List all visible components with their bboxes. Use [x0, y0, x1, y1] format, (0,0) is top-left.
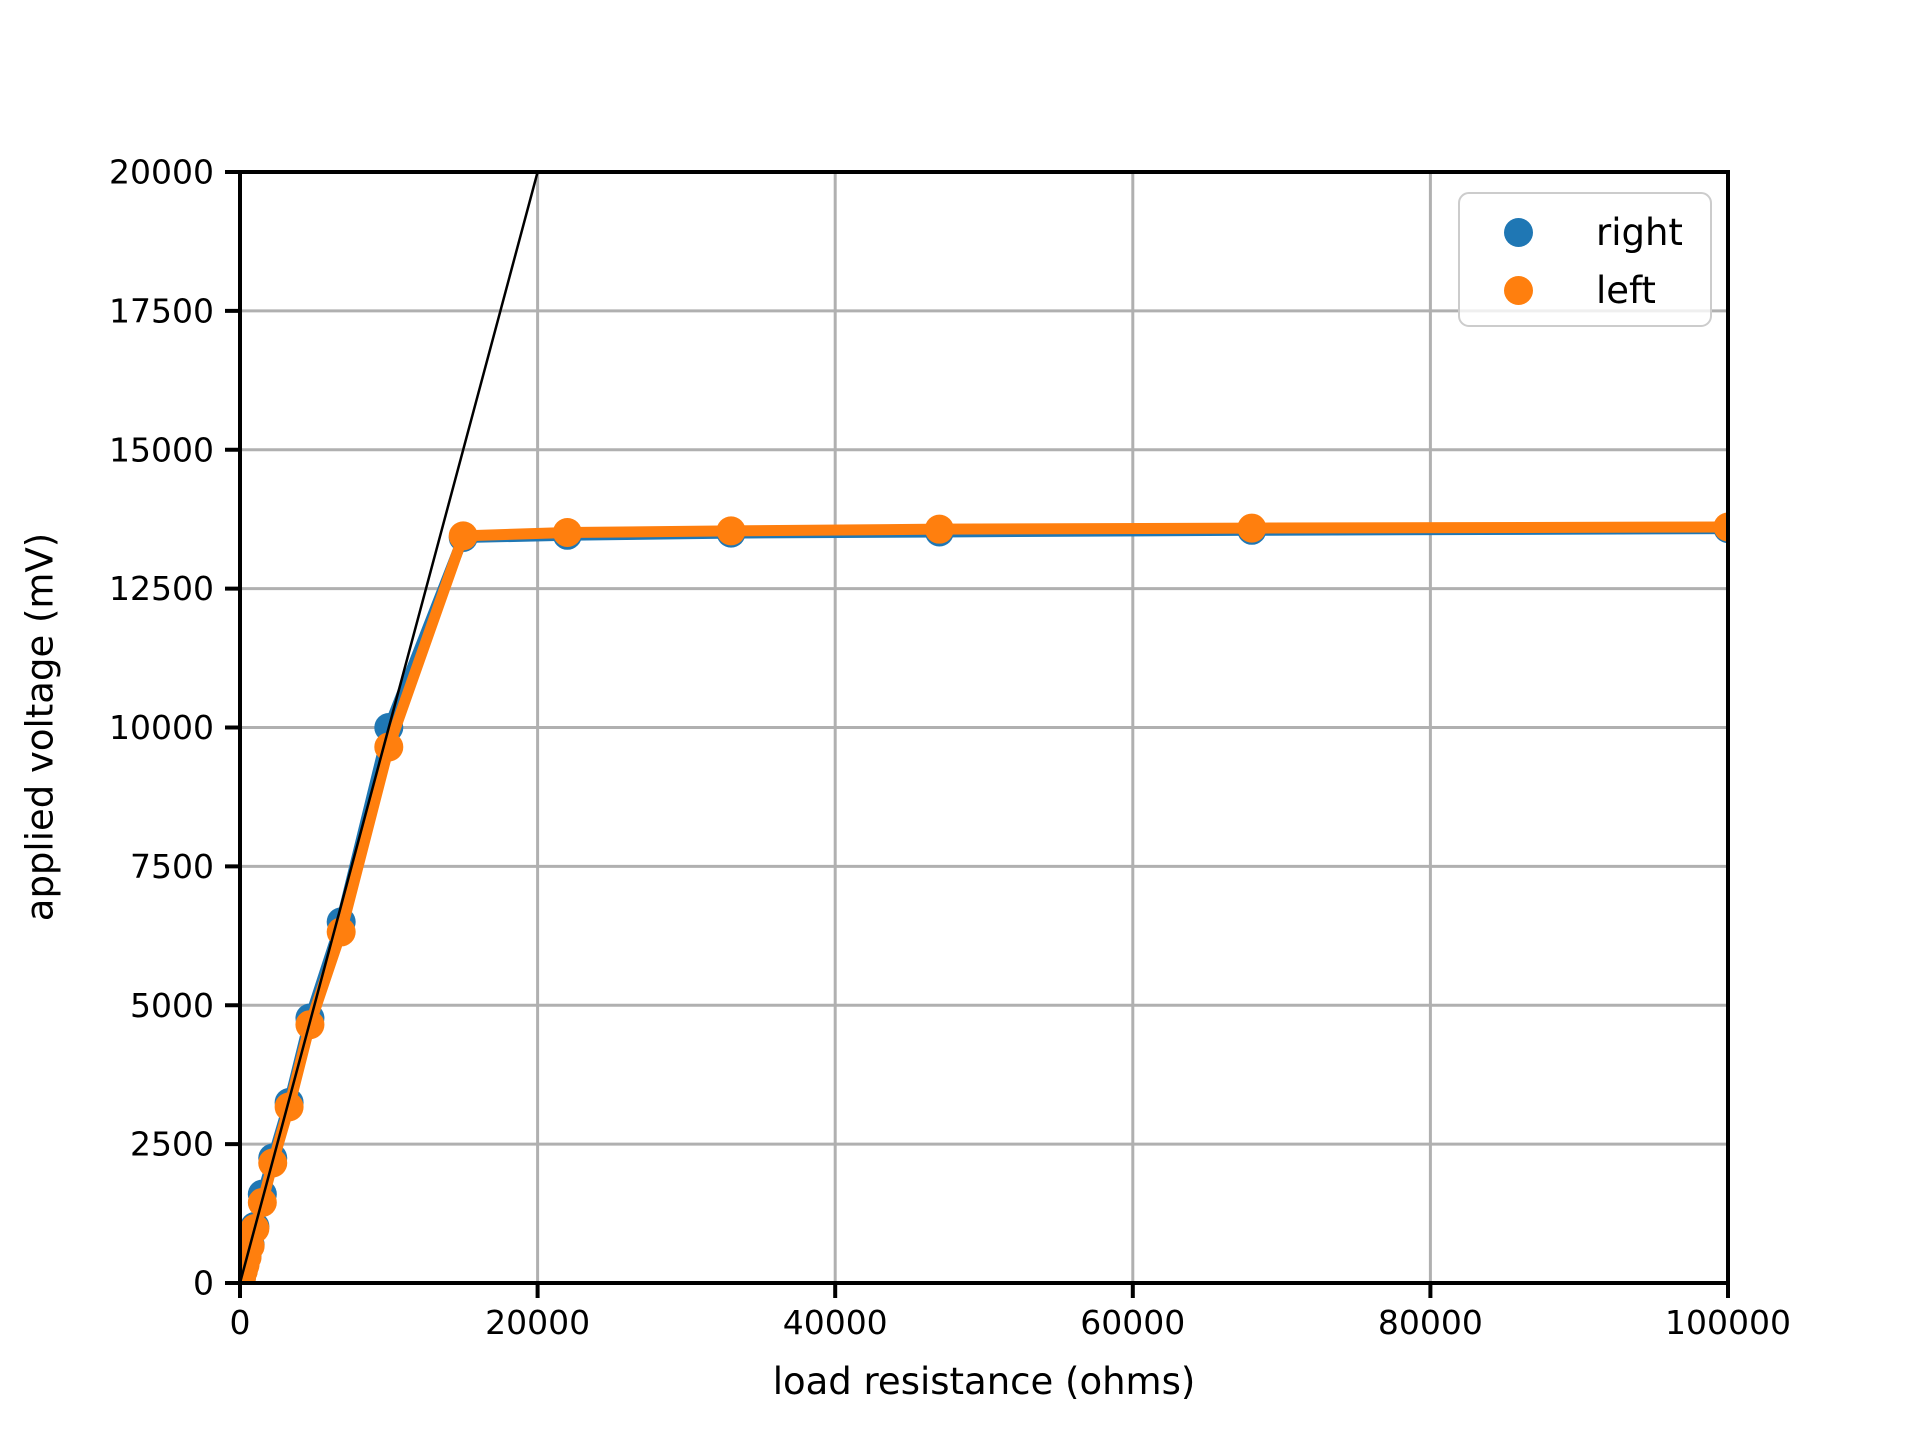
series-left-line — [240, 521, 1728, 1280]
series-left-point — [326, 917, 356, 947]
x-axis-label: load resistance (ohms) — [772, 1360, 1196, 1403]
legend-label-left: left — [1596, 268, 1656, 312]
data-layer — [240, 172, 1728, 1283]
y-tick-label: 5000 — [130, 986, 214, 1025]
y-tick-label: 2500 — [130, 1125, 214, 1164]
series-right-line — [240, 523, 1728, 1279]
series-left-point — [1237, 513, 1267, 543]
y-tick-label: 17500 — [109, 291, 214, 330]
series-left-point — [448, 521, 478, 551]
legend-label-right: right — [1596, 210, 1683, 254]
y-tick-label: 12500 — [109, 569, 214, 608]
series-left-point — [1713, 512, 1728, 542]
series-left-point — [374, 732, 404, 762]
series-left-point — [274, 1092, 304, 1122]
series-left-point — [552, 518, 582, 548]
x-tick-label: 20000 — [485, 1303, 590, 1342]
series-left-point — [716, 516, 746, 546]
legend-marker-left-icon — [1504, 275, 1533, 305]
y-tick-label: 15000 — [109, 430, 214, 469]
series-left-point — [924, 514, 954, 544]
reference-line — [240, 172, 539, 1283]
x-tick-label: 0 — [230, 1303, 251, 1342]
y-tick-label: 7500 — [130, 847, 214, 886]
legend-item-left: left — [1460, 261, 1710, 319]
y-axis-label: applied voltage (mV) — [18, 532, 62, 922]
legend-marker-right-icon — [1504, 217, 1533, 247]
legend: right left — [1458, 192, 1712, 327]
x-tick-label: 100000 — [1665, 1303, 1791, 1342]
x-tick-label: 40000 — [783, 1303, 888, 1342]
y-tick-label: 10000 — [109, 708, 214, 747]
x-tick-label: 80000 — [1378, 1303, 1483, 1342]
y-tick-label: 0 — [193, 1264, 214, 1303]
y-tick-label: 20000 — [109, 153, 214, 192]
x-tick-label: 60000 — [1080, 1303, 1185, 1342]
legend-item-right: right — [1460, 203, 1710, 261]
